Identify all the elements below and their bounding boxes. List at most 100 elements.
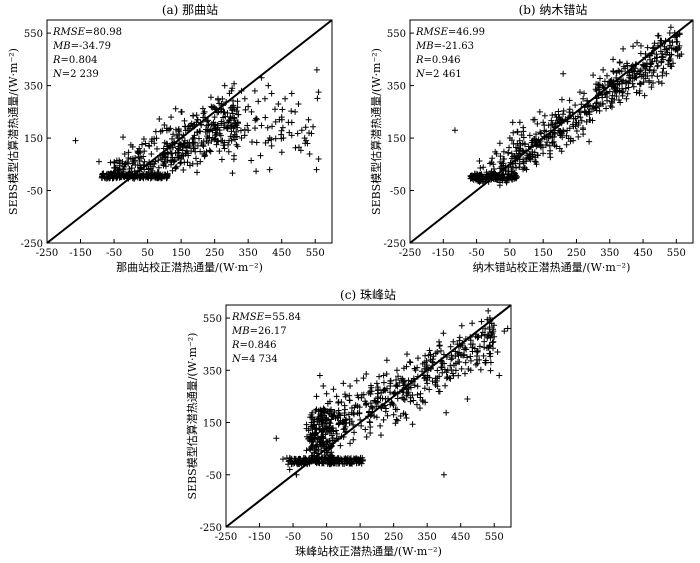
data-point [148, 150, 155, 157]
stat-name: R [52, 55, 61, 66]
data-point [538, 130, 545, 137]
data-point [436, 338, 443, 345]
data-point [642, 50, 649, 57]
data-point [201, 153, 208, 160]
data-point [248, 108, 255, 115]
scatter-points [451, 24, 685, 189]
stat-value: =46.99 [448, 27, 485, 38]
data-point [320, 382, 327, 389]
data-point [447, 362, 454, 369]
data-point [297, 147, 304, 154]
data-point [437, 347, 444, 354]
data-point [650, 79, 657, 86]
data-point [143, 173, 150, 180]
data-point [648, 60, 655, 67]
data-point [204, 118, 211, 125]
data-point [429, 378, 436, 385]
data-point [434, 375, 441, 382]
data-point [335, 421, 342, 428]
data-point [575, 133, 582, 140]
data-point [620, 88, 627, 95]
data-point [269, 123, 276, 130]
data-point [498, 163, 505, 170]
data-point [228, 87, 235, 94]
data-point [221, 82, 228, 89]
data-point [338, 456, 345, 463]
data-point [484, 316, 491, 323]
data-point [467, 357, 474, 364]
data-point [363, 434, 370, 441]
data-point [506, 135, 513, 142]
data-point [358, 391, 365, 398]
data-point [658, 37, 665, 44]
data-point [315, 89, 322, 96]
data-point [544, 139, 551, 146]
data-point [490, 165, 497, 172]
data-point [603, 105, 610, 112]
data-point [380, 372, 387, 379]
data-point [476, 171, 483, 178]
data-point [380, 379, 387, 386]
data-point [72, 137, 79, 144]
data-point [610, 68, 617, 75]
data-point [610, 56, 617, 63]
data-point [261, 95, 268, 102]
x-tick-label: -50 [106, 248, 122, 259]
x-axis-label: 纳木错站校正潜热通量/(W·m⁻²) [473, 260, 631, 274]
data-point [480, 164, 487, 171]
data-point [251, 87, 258, 94]
data-point [512, 175, 519, 182]
data-point [219, 137, 226, 144]
y-tick-label: -250 [21, 239, 43, 250]
data-point [221, 109, 228, 116]
data-point [526, 132, 533, 139]
data-point [451, 362, 457, 369]
data-point [356, 409, 363, 416]
stat-n: N=2 461 [415, 69, 462, 80]
stat-n: N=4 734 [231, 354, 278, 365]
data-point [474, 360, 481, 367]
data-point [249, 138, 256, 145]
data-point [242, 106, 249, 113]
data-point [644, 73, 651, 80]
data-point [323, 422, 330, 429]
data-point [576, 89, 583, 96]
data-point [464, 354, 471, 361]
data-point [134, 148, 141, 155]
data-point [323, 414, 330, 421]
data-point [497, 165, 504, 172]
data-point [227, 113, 234, 120]
data-point [461, 370, 468, 377]
data-point [647, 56, 654, 63]
data-point [321, 406, 328, 413]
data-point [278, 114, 285, 121]
data-point [107, 171, 114, 178]
data-point [411, 382, 418, 389]
data-point [319, 417, 326, 424]
data-point [158, 156, 165, 163]
stat-mb: MB=-34.79 [52, 41, 111, 52]
data-point [213, 131, 220, 138]
data-point [228, 122, 235, 129]
x-tick-label: -150 [432, 248, 454, 259]
data-point [327, 420, 334, 427]
data-point [542, 141, 549, 148]
data-point [401, 381, 408, 388]
data-point [167, 125, 174, 132]
data-point [496, 182, 503, 189]
data-point [178, 152, 185, 159]
data-point [440, 471, 447, 478]
scatter-points [72, 66, 322, 182]
x-tick-label: -50 [469, 248, 485, 259]
data-point [279, 124, 286, 131]
x-tick-label: 50 [504, 248, 517, 259]
data-point [194, 142, 201, 149]
data-point [629, 80, 636, 87]
stat-value: =26.17 [250, 326, 287, 337]
data-point [305, 116, 312, 123]
data-point [268, 136, 275, 143]
data-point [373, 380, 380, 387]
data-point [557, 118, 564, 125]
data-point [190, 112, 197, 119]
data-point [436, 342, 443, 349]
